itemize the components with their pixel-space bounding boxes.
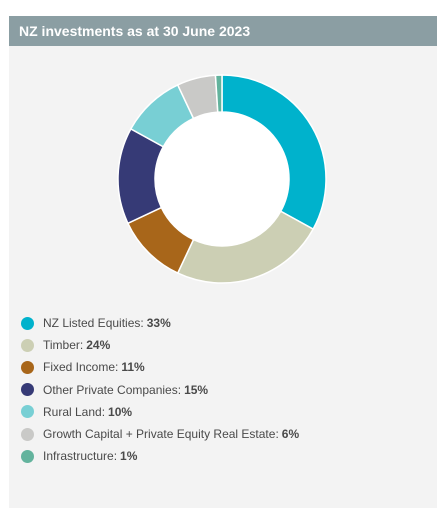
chart-card: NZ investments as at 30 June 2023 NZ Lis… <box>9 16 437 508</box>
legend-label: Growth Capital + Private Equity Real Est… <box>43 427 279 442</box>
legend-swatch <box>21 405 34 419</box>
legend-swatch <box>21 338 34 352</box>
chart-title: NZ investments as at 30 June 2023 <box>9 16 437 46</box>
legend-value: 15% <box>184 382 209 397</box>
legend-swatch <box>21 360 34 374</box>
legend-item: Timber: 24% <box>21 334 431 356</box>
donut-svg <box>117 74 327 284</box>
donut-chart <box>9 46 437 316</box>
legend-value: 24% <box>86 338 111 353</box>
legend-label: Infrastructure: <box>43 449 118 464</box>
legend-label: Other Private Companies: <box>43 382 182 397</box>
legend-value: 10% <box>108 404 133 419</box>
legend-swatch <box>21 449 34 463</box>
legend-swatch <box>21 383 34 397</box>
legend-value: 6% <box>281 427 300 442</box>
legend-item: Growth Capital + Private Equity Real Est… <box>21 423 431 445</box>
legend-value: 33% <box>146 316 171 331</box>
legend-item: Fixed Income: 11% <box>21 356 431 378</box>
donut-hole <box>155 112 289 246</box>
legend-value: 1% <box>120 449 138 464</box>
legend-swatch <box>21 427 34 441</box>
legend-item: NZ Listed Equities: 33% <box>21 312 431 334</box>
legend-value: 11% <box>121 360 145 375</box>
legend-item: Rural Land: 10% <box>21 401 431 423</box>
legend-swatch <box>21 316 34 330</box>
legend-label: Timber: <box>43 338 84 353</box>
legend-label: Rural Land: <box>43 404 106 419</box>
donut-slice-6 <box>214 74 223 113</box>
legend-label: NZ Listed Equities: <box>43 316 144 331</box>
legend-item: Infrastructure: 1% <box>21 445 431 467</box>
legend-item: Other Private Companies: 15% <box>21 379 431 401</box>
chart-legend: NZ Listed Equities: 33% Timber: 24% Fixed In… <box>21 312 431 467</box>
donut-slice-0 <box>221 74 327 231</box>
legend-label: Fixed Income: <box>43 360 119 375</box>
